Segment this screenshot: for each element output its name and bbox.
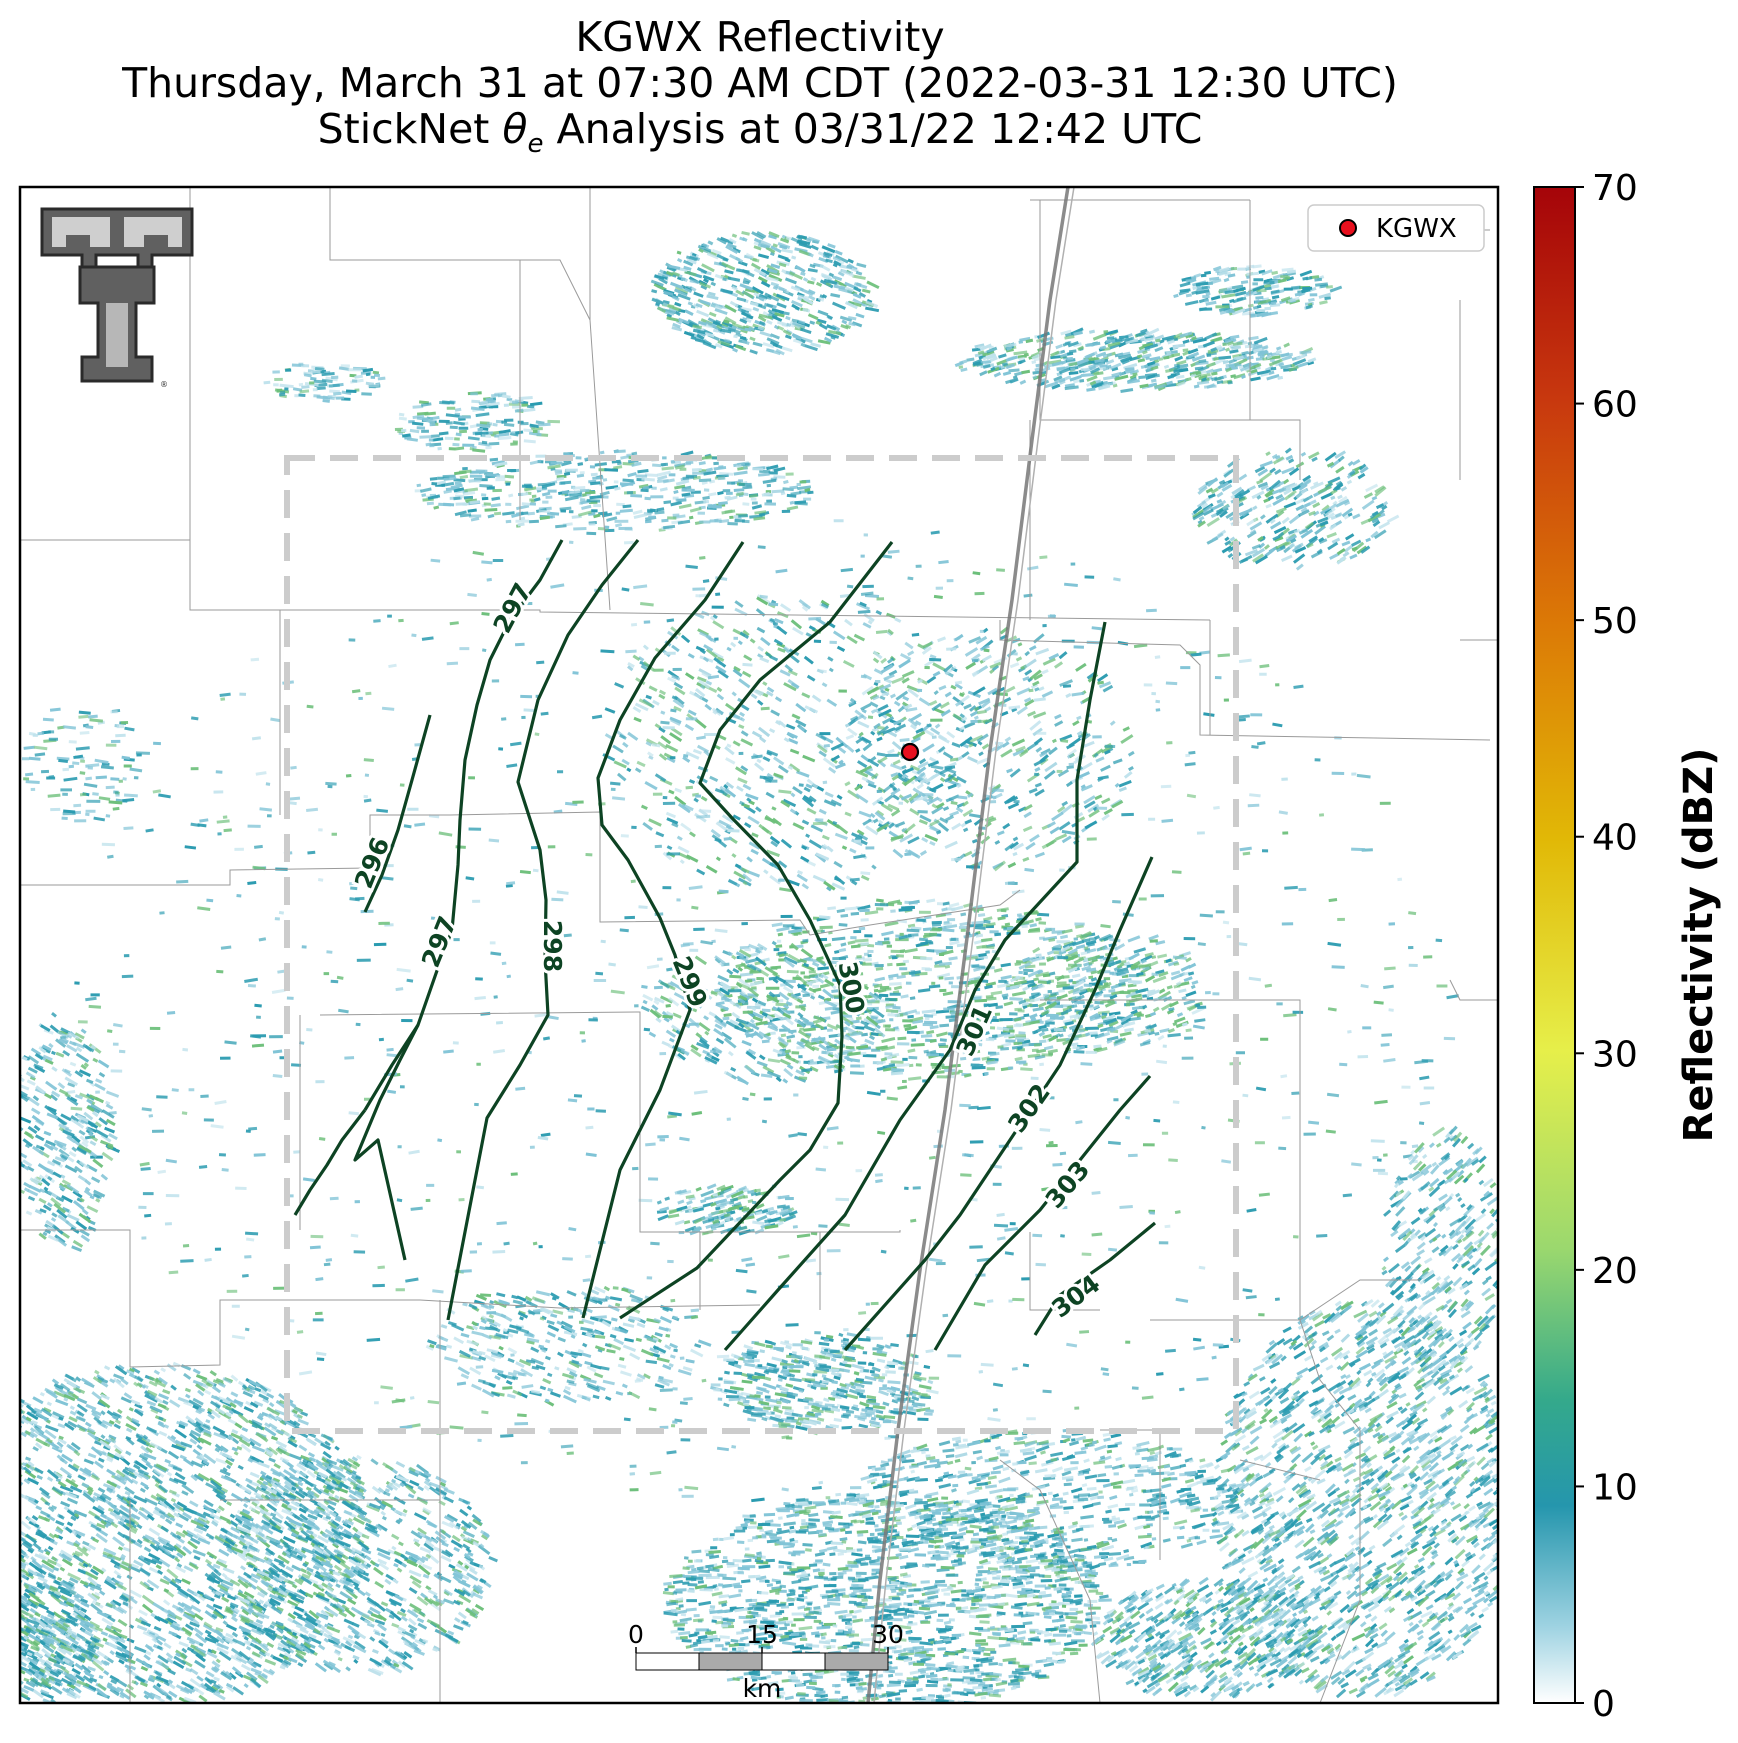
colorbar-tick-label: 40	[1592, 818, 1638, 859]
colorbar-tick-label: 60	[1592, 385, 1638, 426]
legend-radar-marker	[1340, 220, 1356, 236]
colorbar-tick-label: 10	[1592, 1467, 1638, 1508]
scale-tick-15: 15	[746, 1620, 778, 1649]
scale-tick-0: 0	[628, 1620, 644, 1649]
registered-mark: ®	[160, 380, 168, 389]
scale-unit: km	[743, 1674, 782, 1703]
legend-box: KGWX	[1308, 205, 1484, 251]
radar-site-marker	[902, 744, 918, 760]
colorbar-tick-label: 0	[1592, 1684, 1615, 1725]
colorbar-gradient	[1534, 187, 1575, 1703]
colorbar-tick-label: 50	[1592, 601, 1638, 642]
colorbar-tick-label: 30	[1592, 1034, 1638, 1075]
scale-tick-30: 30	[872, 1620, 904, 1649]
colorbar-tick-label: 20	[1592, 1251, 1638, 1292]
colorbar-label: Reflectivity (dBZ)	[1676, 748, 1722, 1143]
legend-radar-label: KGWX	[1376, 214, 1457, 244]
contour-label: 298	[538, 920, 567, 972]
colorbar: 0 10 20 30 40 50 60 70 Reflectivity (dBZ)	[1534, 168, 1722, 1725]
colorbar-tick-label: 70	[1592, 168, 1638, 209]
